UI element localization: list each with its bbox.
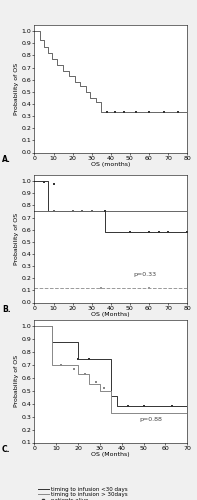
Point bbox=[71, 208, 74, 216]
Point bbox=[103, 384, 106, 392]
Y-axis label: Probability of OS: Probability of OS bbox=[14, 355, 19, 408]
Point bbox=[87, 354, 91, 362]
Point bbox=[128, 228, 131, 236]
Y-axis label: Probability of OS: Probability of OS bbox=[14, 62, 19, 115]
Text: B.: B. bbox=[2, 305, 11, 314]
X-axis label: OS (Months): OS (Months) bbox=[91, 452, 130, 457]
Point bbox=[59, 361, 62, 369]
Point bbox=[76, 354, 80, 362]
Point bbox=[100, 284, 103, 292]
Point bbox=[186, 228, 189, 236]
Point bbox=[134, 108, 137, 116]
Point bbox=[113, 108, 116, 116]
Point bbox=[81, 208, 84, 216]
Text: p=0.88: p=0.88 bbox=[139, 416, 162, 422]
Point bbox=[83, 370, 86, 378]
Point bbox=[147, 108, 151, 116]
X-axis label: OS (Months): OS (Months) bbox=[91, 312, 130, 317]
Y-axis label: Probability of OS: Probability of OS bbox=[14, 212, 19, 265]
Point bbox=[147, 284, 151, 292]
Point bbox=[176, 108, 179, 116]
Point bbox=[103, 208, 107, 216]
Text: A.: A. bbox=[2, 155, 11, 164]
Legend: timing to infusion <30 days, timing to infusion > 30days, patients alive: timing to infusion <30 days, timing to i… bbox=[37, 486, 128, 500]
Point bbox=[147, 228, 151, 236]
X-axis label: OS (months): OS (months) bbox=[91, 162, 130, 167]
Point bbox=[42, 178, 46, 186]
Point bbox=[94, 378, 97, 386]
Point bbox=[157, 228, 160, 236]
Point bbox=[52, 180, 55, 188]
Text: C.: C. bbox=[2, 445, 10, 454]
Text: p=0.33: p=0.33 bbox=[134, 272, 157, 277]
Point bbox=[72, 365, 75, 373]
Point bbox=[90, 208, 93, 216]
Point bbox=[163, 108, 166, 116]
Point bbox=[123, 108, 126, 116]
Point bbox=[170, 402, 173, 410]
Point bbox=[166, 228, 170, 236]
Legend: patients alive: patients alive bbox=[37, 192, 88, 198]
Point bbox=[71, 208, 74, 216]
Point bbox=[127, 402, 130, 410]
Point bbox=[142, 402, 145, 410]
Legend: after infusion, before infusion, concurrent, patients alive: after infusion, before infusion, concurr… bbox=[37, 351, 92, 374]
Point bbox=[105, 108, 109, 116]
Point bbox=[52, 208, 55, 216]
